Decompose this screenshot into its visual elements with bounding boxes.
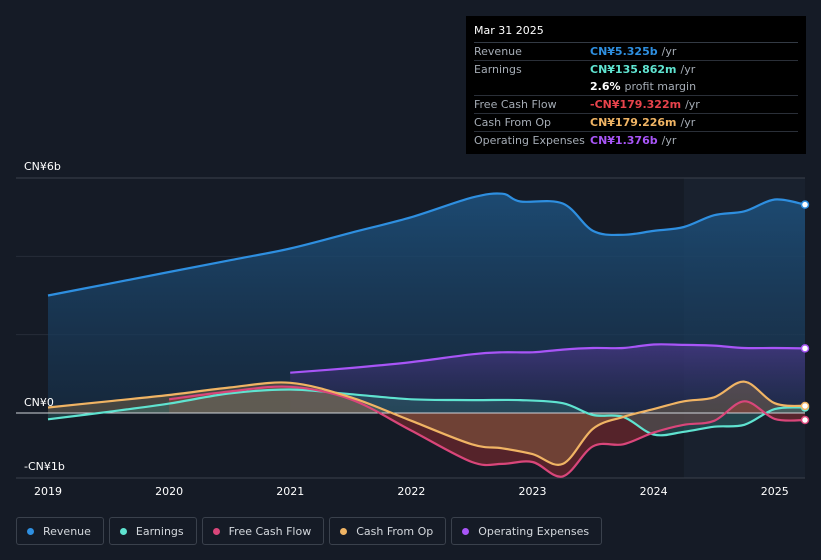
x-tick-label: 2020 <box>155 485 183 498</box>
revenue-dot-icon <box>27 527 34 535</box>
tooltip-value: CN¥5.325b <box>590 45 658 58</box>
legend-item-earnings[interactable]: Earnings <box>108 517 197 545</box>
x-tick-label: 2024 <box>640 485 668 498</box>
legend-label: Revenue <box>43 524 91 538</box>
free-cash-flow-area <box>169 386 806 477</box>
tooltip-row-opex: Operating Expenses CN¥1.376b /yr <box>474 132 798 149</box>
chart-legend: Revenue Earnings Free Cash Flow Cash Fro… <box>16 517 603 545</box>
free-cash-flow-end-marker <box>800 415 810 425</box>
y-tick-label-bottom: -CN¥1b <box>24 460 65 473</box>
tooltip-value: CN¥135.862m <box>590 63 677 76</box>
data-tooltip: Mar 31 2025 Revenue CN¥5.325b /yr Earnin… <box>466 16 806 154</box>
legend-label: Cash From Op <box>356 524 434 538</box>
tooltip-label: Free Cash Flow <box>474 98 557 111</box>
legend-label: Earnings <box>135 524 184 538</box>
tooltip-unit: /yr <box>661 134 677 147</box>
cash-from-op-area <box>48 381 805 465</box>
legend-label: Free Cash Flow <box>228 524 312 538</box>
earnings-area <box>48 389 805 436</box>
tooltip-unit: /yr <box>680 116 696 129</box>
tooltip-row-earnings: Earnings CN¥135.862m /yr <box>474 61 798 78</box>
earnings-dot-icon <box>119 527 127 535</box>
free-cash-flow-dot-icon <box>212 527 220 535</box>
tooltip-unit: /yr <box>680 63 696 76</box>
revenue-line <box>47 192 806 297</box>
tooltip-value: -CN¥179.322m <box>590 98 682 111</box>
tooltip-label: Operating Expenses <box>474 134 585 147</box>
y-tick-label-top: CN¥6b <box>24 160 61 173</box>
tooltip-label: Cash From Op <box>474 116 552 129</box>
tooltip-row-revenue: Revenue CN¥5.325b /yr <box>474 43 798 61</box>
tooltip-label: Revenue <box>474 45 522 58</box>
legend-item-cash-from-op[interactable]: Cash From Op <box>329 517 447 545</box>
legend-item-free-cash-flow[interactable]: Free Cash Flow <box>201 517 325 545</box>
tooltip-label <box>474 78 590 95</box>
cash-from-op-line <box>47 380 806 466</box>
operating-expenses-end-marker <box>800 344 810 353</box>
legend-item-operating-expenses[interactable]: Operating Expenses <box>451 517 603 545</box>
earnings-line <box>47 388 806 437</box>
tooltip-row-cfo: Cash From Op CN¥179.226m /yr <box>474 114 798 132</box>
x-tick-label: 2019 <box>34 485 62 498</box>
x-tick-label: 2023 <box>518 485 546 498</box>
cash-from-op-end-marker <box>800 401 810 411</box>
revenue-end-marker <box>800 200 810 209</box>
tooltip-label: Earnings <box>474 63 522 76</box>
tooltip-unit: /yr <box>661 45 677 58</box>
free-cash-flow-line <box>168 385 806 478</box>
y-tick-label-zero: CN¥0 <box>24 396 54 409</box>
tooltip-row-fcf: Free Cash Flow -CN¥179.322m /yr <box>474 96 798 114</box>
tooltip-value: 2.6% <box>590 80 621 93</box>
operating-expenses-dot-icon <box>462 527 470 535</box>
tooltip-unit: /yr <box>685 98 700 111</box>
tooltip-value: CN¥1.376b <box>590 134 658 147</box>
x-tick-label: 2021 <box>276 485 304 498</box>
tooltip-value: CN¥179.226m <box>590 116 677 129</box>
tooltip-row-margin: 2.6% profit margin <box>474 78 798 96</box>
legend-label: Operating Expenses <box>478 524 590 538</box>
x-tick-label: 2025 <box>761 485 789 498</box>
operating-expenses-line <box>290 343 806 374</box>
x-tick-label: 2022 <box>397 485 425 498</box>
tooltip-unit: profit margin <box>624 80 697 93</box>
tooltip-date: Mar 31 2025 <box>474 24 798 43</box>
legend-item-revenue[interactable]: Revenue <box>16 517 104 545</box>
cash-from-op-dot-icon <box>340 527 348 535</box>
